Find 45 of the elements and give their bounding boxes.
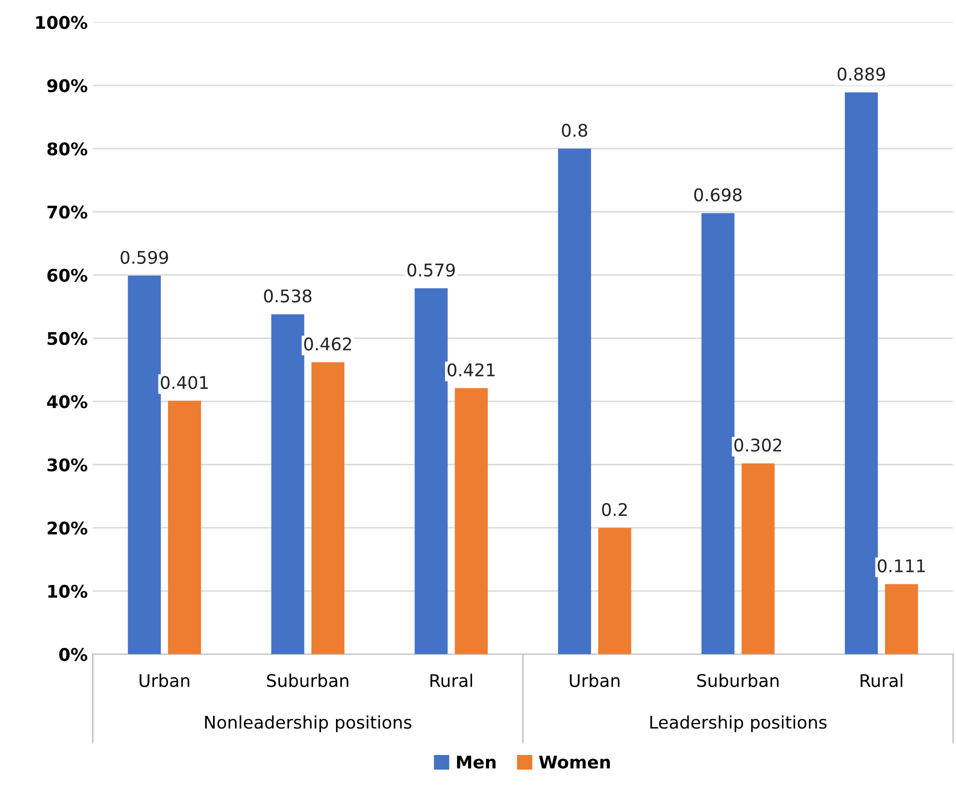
data-label: 0.538 — [264, 289, 312, 302]
data-label: 0.8 — [562, 124, 588, 137]
bar — [128, 276, 161, 654]
text: Nonleadership positions — [205, 715, 412, 732]
x-tick-label: Urban — [140, 674, 190, 688]
data-label: 0.462 — [304, 337, 352, 351]
data-label: 0.599 — [120, 250, 168, 264]
bar — [271, 314, 304, 654]
x-tick-label: Suburban — [697, 674, 778, 688]
y-tick-label: 70% — [47, 206, 88, 219]
data-label: 0.579 — [407, 263, 455, 277]
bar — [742, 463, 775, 654]
data-label: 0.698 — [694, 188, 742, 202]
y-tick-label: 0% — [59, 648, 88, 662]
y-tick-label: 100% — [36, 16, 88, 30]
bar — [168, 400, 201, 654]
text: Leadership positions — [650, 715, 827, 732]
data-label: 0.2 — [602, 502, 627, 516]
y-tick-label: 20% — [48, 522, 88, 535]
x-tick-label: Suburban — [267, 674, 348, 688]
x-tick-label: Rural — [860, 674, 902, 688]
bar — [558, 148, 592, 654]
bar — [885, 584, 918, 654]
y-tick-label: 30% — [47, 458, 88, 472]
bar — [454, 388, 488, 654]
x-tick-label: Rural — [430, 674, 472, 688]
bar — [701, 213, 734, 654]
bar — [414, 288, 448, 654]
legend-label: Men — [457, 756, 496, 769]
bar — [598, 528, 632, 654]
data-label: 0.401 — [160, 376, 208, 390]
data-label: 0.302 — [734, 438, 782, 452]
y-tick-label: 90% — [47, 79, 88, 92]
bar — [844, 92, 878, 654]
data-label: 0.889 — [838, 68, 885, 81]
y-tick-label: 60% — [47, 268, 88, 282]
data-label: 0.421 — [448, 363, 495, 376]
data-label: 0.111 — [878, 559, 925, 572]
y-tick-label: 10% — [48, 584, 88, 598]
y-tick-label: 50% — [48, 332, 88, 346]
bar — [311, 362, 344, 654]
y-tick-label: 80% — [47, 142, 88, 156]
y-tick-label: 40% — [47, 395, 88, 408]
legend-label: Women — [539, 756, 610, 769]
x-tick-label: Urban — [570, 674, 620, 688]
